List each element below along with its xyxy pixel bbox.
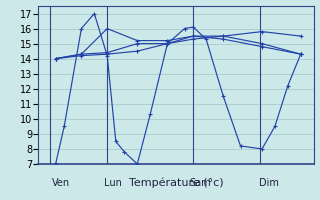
X-axis label: Température (°c): Température (°c) <box>129 178 223 188</box>
Text: Ven: Ven <box>52 178 70 188</box>
Text: Dim: Dim <box>259 178 278 188</box>
Text: Lun: Lun <box>104 178 122 188</box>
Text: Sam: Sam <box>190 178 212 188</box>
